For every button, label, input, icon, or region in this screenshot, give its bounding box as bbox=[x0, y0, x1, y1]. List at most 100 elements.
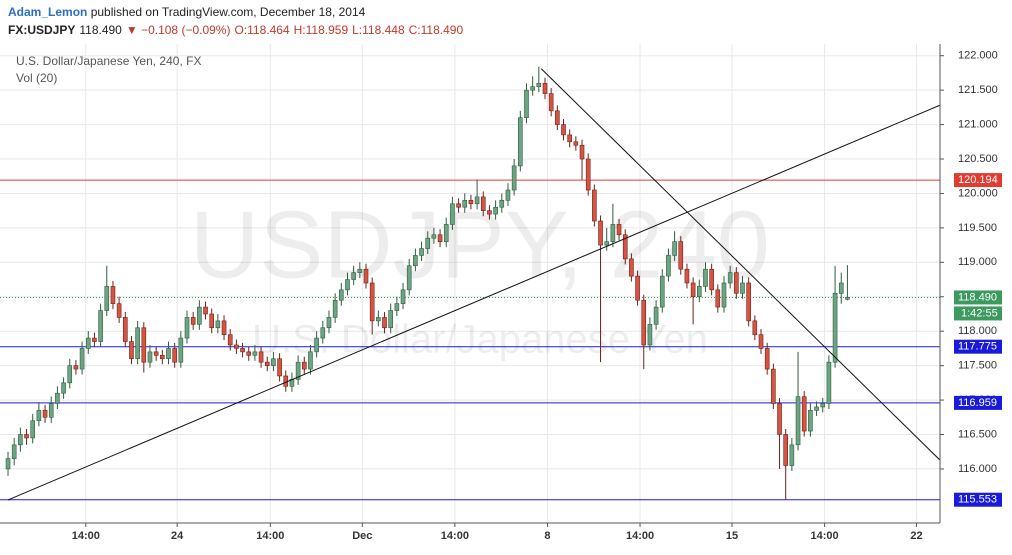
candle-body bbox=[499, 200, 505, 208]
candle-body bbox=[166, 348, 171, 360]
candle-body bbox=[487, 210, 492, 215]
candle-body bbox=[727, 272, 733, 284]
x-tick-label: 8 bbox=[544, 530, 550, 542]
countdown-box bbox=[954, 306, 1002, 321]
candle-body bbox=[480, 196, 486, 211]
candle-body bbox=[629, 258, 634, 277]
legend-series: U.S. Dollar/Japanese Yen, 240, FX bbox=[16, 54, 201, 68]
candle-body bbox=[468, 200, 474, 205]
candle-body bbox=[153, 351, 159, 356]
candle-body bbox=[172, 348, 177, 363]
candle-body bbox=[641, 299, 647, 346]
candle-body bbox=[659, 275, 665, 308]
x-tick-label: 14:00 bbox=[626, 530, 654, 542]
candle-body bbox=[135, 327, 140, 360]
candle-body bbox=[345, 279, 350, 291]
candle-body bbox=[505, 189, 511, 201]
candle-body bbox=[838, 282, 844, 294]
x-tick-label: 24 bbox=[171, 530, 184, 542]
candle-body bbox=[801, 396, 807, 432]
candle-body bbox=[363, 268, 369, 284]
last-price-label: 118.490 bbox=[958, 291, 997, 303]
x-tick-label: 15 bbox=[726, 530, 738, 542]
candle-body bbox=[592, 189, 597, 222]
x-tick-label: 14:00 bbox=[441, 530, 469, 542]
candle-body bbox=[67, 365, 73, 384]
candle-body bbox=[808, 410, 813, 432]
candle-body bbox=[178, 337, 184, 363]
price: 118.490 bbox=[79, 23, 122, 37]
candle-body bbox=[339, 289, 344, 301]
candle-body bbox=[61, 382, 66, 394]
candle-body bbox=[672, 241, 677, 256]
candle-body bbox=[301, 361, 307, 370]
candle-body bbox=[431, 234, 437, 239]
y-tick-label: 118.000 bbox=[958, 325, 997, 337]
close: C:118.490 bbox=[408, 23, 464, 37]
candle-body bbox=[443, 224, 449, 242]
candle-body bbox=[382, 317, 387, 329]
candle-body bbox=[703, 268, 708, 287]
candle-body bbox=[85, 337, 91, 349]
candle-body bbox=[795, 396, 801, 446]
candle-body bbox=[5, 458, 11, 470]
candle-body bbox=[320, 327, 326, 339]
candle-body bbox=[783, 434, 788, 466]
candle-body bbox=[209, 313, 215, 329]
y-tick-label: 120.000 bbox=[958, 187, 998, 199]
candle-body bbox=[122, 317, 128, 342]
candle-body bbox=[98, 310, 103, 342]
candle-body bbox=[36, 410, 42, 422]
candle-body bbox=[678, 241, 684, 270]
candle-body bbox=[666, 255, 671, 277]
candle-body bbox=[579, 144, 585, 160]
candle-body bbox=[622, 234, 628, 260]
low: L:118.448 bbox=[352, 23, 405, 37]
candle-body bbox=[129, 341, 134, 360]
candle-body bbox=[221, 320, 227, 335]
candle-body bbox=[18, 434, 23, 446]
candle-body bbox=[752, 320, 758, 335]
author-link[interactable]: Adam_Lemon bbox=[8, 5, 88, 19]
candle-body bbox=[425, 237, 431, 249]
level-label: 120.194 bbox=[958, 174, 998, 186]
candle-body bbox=[234, 344, 239, 349]
published-note: published on TradingView.com, December 1… bbox=[90, 5, 366, 19]
candle-body bbox=[369, 282, 375, 322]
y-tick-label: 121.500 bbox=[958, 84, 998, 96]
candle-body bbox=[690, 282, 696, 298]
candle-body bbox=[252, 351, 258, 356]
candle-body bbox=[511, 165, 517, 191]
candle-body bbox=[104, 286, 110, 311]
candle-body bbox=[740, 282, 745, 294]
candle-body bbox=[351, 272, 356, 280]
candle-body bbox=[684, 268, 690, 284]
y-tick-label: 121.000 bbox=[958, 118, 998, 130]
candle-body bbox=[48, 403, 54, 418]
candle-body bbox=[413, 255, 418, 267]
candle-body bbox=[746, 282, 751, 322]
candle-body bbox=[92, 337, 97, 342]
candle-body bbox=[548, 93, 554, 112]
candle-body bbox=[493, 206, 498, 215]
candle-body bbox=[814, 406, 819, 411]
candle-body bbox=[332, 299, 338, 318]
y-tick-label: 122.000 bbox=[958, 50, 998, 62]
candle-body bbox=[598, 220, 603, 246]
candle-body bbox=[820, 403, 826, 408]
candle-body bbox=[585, 158, 591, 191]
candle-body bbox=[789, 444, 795, 466]
candle-body bbox=[758, 334, 764, 349]
candle-body bbox=[832, 293, 838, 363]
level-label-box bbox=[954, 492, 1002, 507]
candle-body bbox=[845, 297, 850, 300]
level-label-box bbox=[954, 173, 1002, 188]
candle-body bbox=[518, 117, 523, 167]
candle-body bbox=[826, 361, 832, 404]
candle-body bbox=[635, 275, 640, 301]
y-tick-label: 116.000 bbox=[958, 463, 997, 475]
level-label-box bbox=[954, 339, 1002, 354]
candle-body bbox=[647, 324, 653, 346]
